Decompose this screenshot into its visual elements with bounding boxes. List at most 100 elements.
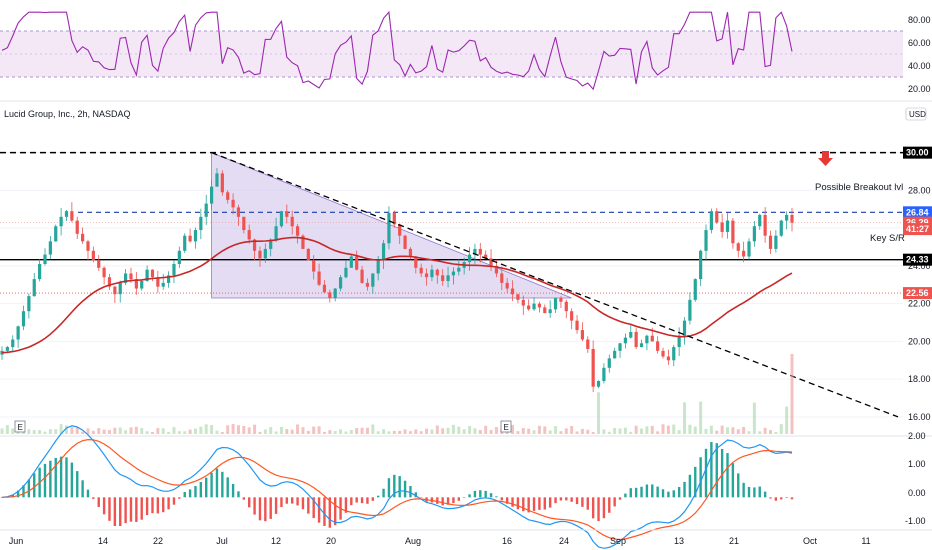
macd-hist-bar bbox=[446, 497, 450, 505]
macd-hist-bar bbox=[49, 460, 52, 498]
volume-bar bbox=[688, 424, 692, 434]
candle bbox=[38, 259, 42, 282]
time-tick: 24 bbox=[559, 536, 569, 546]
candle bbox=[215, 168, 219, 187]
macd-hist-bar bbox=[398, 476, 401, 498]
macd-hist-bar bbox=[462, 497, 466, 498]
volume-bar bbox=[204, 424, 208, 434]
macd-hist-bar bbox=[43, 463, 47, 498]
volume-bar bbox=[220, 431, 224, 434]
macd-hist-bar bbox=[280, 497, 283, 508]
macd-hist-bar bbox=[473, 490, 477, 498]
volume-bar bbox=[564, 428, 568, 434]
macd-hist-bar bbox=[0, 497, 4, 498]
macd-hist-bar bbox=[640, 486, 643, 498]
macd-hist-bar bbox=[522, 497, 525, 512]
macd-hist-bar bbox=[382, 488, 385, 498]
candle bbox=[118, 280, 122, 303]
candle bbox=[209, 179, 214, 210]
descending-triangle bbox=[211, 152, 572, 299]
volume-bar bbox=[16, 431, 20, 434]
macd-hist-bar bbox=[699, 457, 702, 498]
candle bbox=[758, 213, 762, 230]
earnings-marker[interactable]: E bbox=[500, 420, 512, 433]
candle bbox=[451, 267, 456, 285]
candle bbox=[220, 170, 224, 196]
macd-hist-bar bbox=[629, 488, 632, 498]
candle bbox=[344, 260, 348, 279]
earnings-marker[interactable]: E bbox=[14, 420, 26, 433]
candle bbox=[478, 242, 482, 263]
macd-hist-bar bbox=[76, 471, 79, 498]
candle bbox=[27, 293, 31, 319]
volume-bar bbox=[382, 429, 386, 434]
volume-bar bbox=[666, 425, 670, 434]
candle bbox=[328, 289, 332, 303]
volume-bar bbox=[215, 430, 219, 434]
candle bbox=[715, 208, 719, 224]
rsi-tick-20: 20.00 bbox=[908, 84, 931, 94]
macd-hist-bar bbox=[33, 473, 36, 498]
macd-hist-bar bbox=[790, 497, 794, 500]
candle bbox=[430, 264, 434, 282]
macd-hist-bar bbox=[167, 497, 170, 510]
macd-hist-bar bbox=[199, 481, 203, 498]
candle bbox=[596, 380, 601, 389]
candle bbox=[387, 206, 391, 250]
volume-bar bbox=[398, 430, 402, 434]
candle bbox=[86, 239, 90, 261]
candle bbox=[81, 227, 85, 245]
volume-bar bbox=[683, 402, 687, 434]
macd-hist-bar bbox=[140, 497, 143, 520]
volume-bar bbox=[419, 431, 423, 434]
candle bbox=[188, 228, 192, 243]
macd-tick-neg1: -1.00 bbox=[905, 516, 926, 526]
volume-bar bbox=[446, 427, 450, 434]
candle bbox=[252, 238, 257, 261]
candle bbox=[510, 280, 515, 302]
macd-hist-bar bbox=[296, 497, 299, 506]
macd-hist-bar bbox=[677, 487, 681, 498]
macd-hist-bar bbox=[248, 497, 251, 508]
volume-bar bbox=[704, 428, 708, 434]
price-panel: Lucid Group, Inc., 2h, NASDAQ USD Possib… bbox=[0, 107, 932, 434]
volume-bar bbox=[489, 429, 493, 434]
volume-bar bbox=[97, 428, 101, 434]
candle bbox=[247, 224, 251, 244]
candle bbox=[403, 234, 407, 250]
volume-bar bbox=[597, 392, 601, 434]
volume-bar bbox=[0, 428, 4, 434]
candle bbox=[457, 259, 461, 276]
candle bbox=[75, 216, 79, 240]
macd-hist-bar bbox=[586, 497, 589, 510]
time-axis: Jun 14 22 Jul 12 20 Aug 16 24 Sep 13 21 Oct 11 bbox=[9, 536, 871, 546]
candle bbox=[666, 349, 670, 365]
volume-bars bbox=[0, 354, 794, 434]
macd-tick-2: 2.00 bbox=[908, 431, 926, 441]
macd-hist-bar bbox=[119, 497, 122, 526]
volume-bar bbox=[726, 427, 730, 434]
macd-hist-bar bbox=[205, 477, 208, 498]
volume-bar bbox=[516, 431, 520, 434]
volume-bar bbox=[607, 431, 611, 434]
candle bbox=[699, 249, 703, 286]
volume-bar bbox=[328, 430, 332, 434]
macd-tick-0: 0.00 bbox=[908, 488, 926, 498]
candle bbox=[193, 227, 198, 249]
macd-hist-bar bbox=[344, 497, 348, 513]
svg-text:26.84: 26.84 bbox=[906, 207, 929, 217]
time-tick: 20 bbox=[326, 536, 336, 546]
macd-hist-bar bbox=[172, 497, 176, 505]
candle bbox=[301, 234, 305, 250]
macd-hist-bar bbox=[737, 473, 740, 498]
time-tick: 12 bbox=[271, 536, 281, 546]
currency-box bbox=[905, 107, 927, 121]
macd-hist-bar bbox=[108, 497, 111, 521]
candle bbox=[527, 299, 531, 311]
macd-hist-bar bbox=[360, 497, 364, 504]
candle bbox=[16, 325, 20, 348]
macd-hist-bar bbox=[500, 497, 503, 501]
macd-hist-bar bbox=[269, 497, 272, 519]
volume-bar bbox=[253, 424, 257, 434]
